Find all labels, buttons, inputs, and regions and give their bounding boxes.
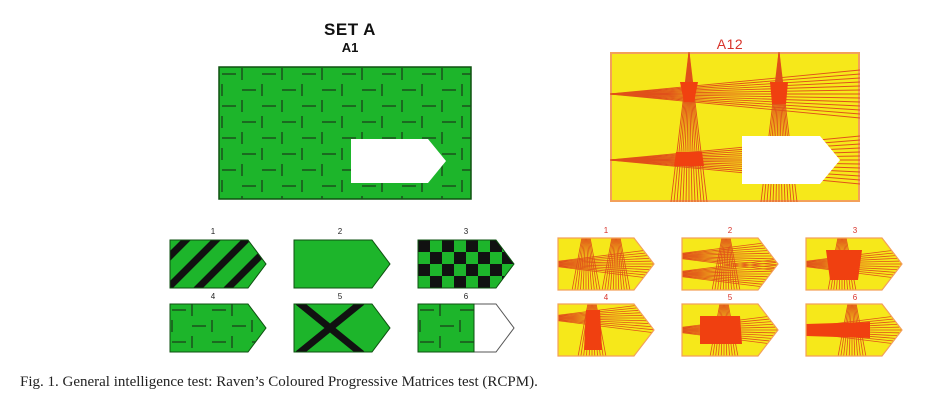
a12-option-2[interactable]	[680, 236, 780, 292]
set-a-option-1[interactable]	[168, 238, 268, 290]
set-a-option-6[interactable]	[416, 302, 516, 354]
a12-title: A12	[716, 36, 744, 52]
a12-option-2-number: 2	[727, 226, 733, 235]
a12-missing-piece	[742, 136, 840, 184]
set-a-option-2-number: 2	[337, 227, 343, 236]
figure-caption: Fig. 1. General intelligence test: Raven…	[20, 374, 538, 390]
set-a-option-4[interactable]	[168, 302, 268, 354]
set-a-option-2[interactable]	[292, 238, 392, 290]
a12-option-1[interactable]	[556, 236, 656, 292]
a12-matrix-figure	[610, 52, 860, 202]
a12-option-6[interactable]	[804, 302, 904, 358]
a12-red-patch-top-right	[770, 82, 788, 104]
a12-option-3-number: 3	[852, 226, 858, 235]
a12-option-5-number: 5	[727, 293, 733, 302]
a12-option-5[interactable]	[680, 302, 780, 358]
set-a-option-4-number: 4	[210, 292, 216, 301]
a12-option-4-number: 4	[603, 293, 609, 302]
set-a-subtitle: A1	[341, 40, 359, 55]
a12-option-3[interactable]	[804, 236, 904, 292]
set-a-option-1-number: 1	[210, 227, 216, 236]
set-a-option-3[interactable]	[416, 238, 516, 290]
set-a-title: SET A	[324, 20, 376, 39]
set-a-option-5-number: 5	[337, 292, 343, 301]
set-a-option-6-number: 6	[463, 292, 469, 301]
a1-matrix-figure	[218, 66, 472, 200]
a1-missing-piece	[351, 139, 446, 183]
set-a-option-5[interactable]	[292, 302, 392, 354]
a1-dash-pattern	[219, 67, 471, 199]
a12-option-4[interactable]	[556, 302, 656, 358]
a12-option-1-number: 1	[603, 226, 609, 235]
set-a-option-3-number: 3	[463, 227, 469, 236]
a12-red-patch-top-left	[680, 82, 698, 102]
a12-red-patch-bottom-left	[674, 152, 704, 166]
a12-option-6-number: 6	[852, 293, 858, 302]
